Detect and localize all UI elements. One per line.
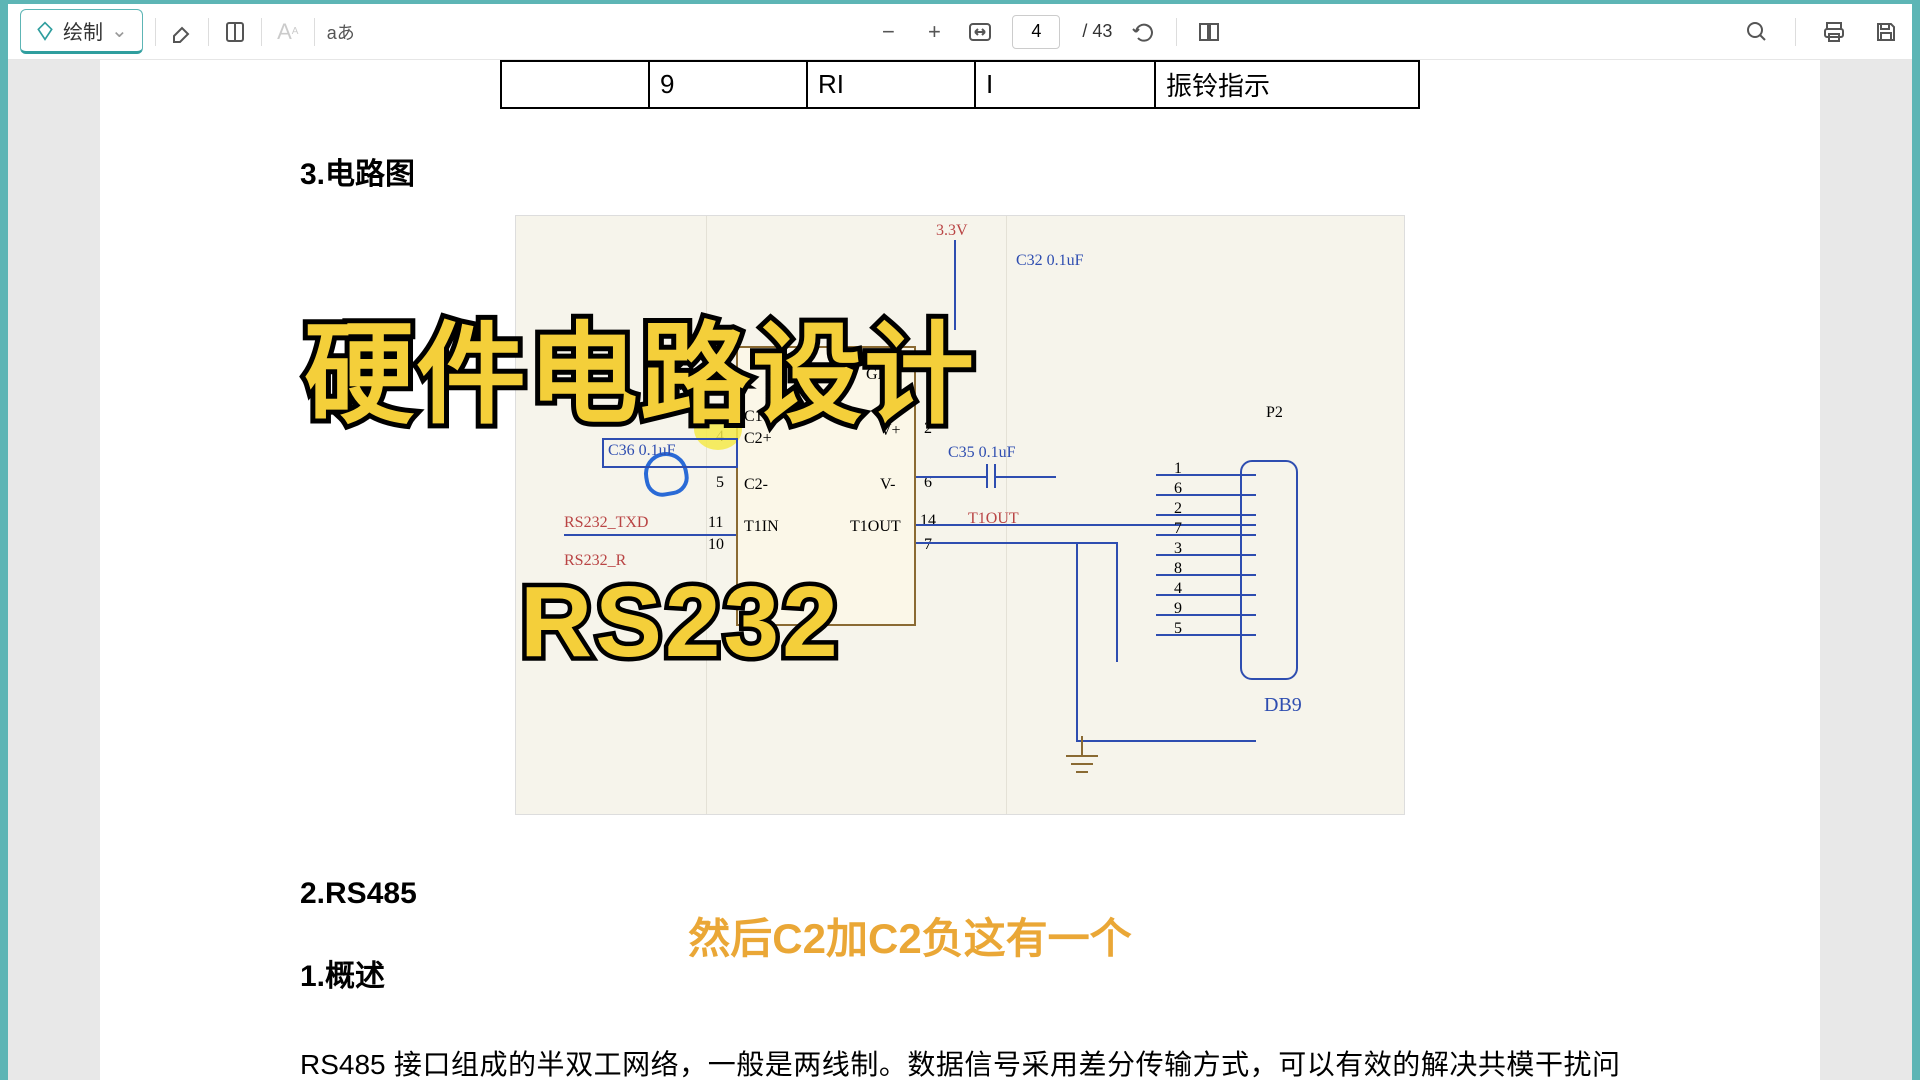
layout-icon[interactable] bbox=[1195, 18, 1223, 46]
pin-t1out: T1OUT bbox=[850, 518, 901, 536]
overlay-subtitle: RS232 bbox=[520, 565, 841, 680]
separator bbox=[1795, 18, 1796, 46]
rotate-icon[interactable] bbox=[1130, 18, 1158, 46]
page-viewport[interactable]: 9 RI I 振铃指示 3.电路图 3.3V C32 bbox=[100, 60, 1820, 1080]
page-number-input[interactable] bbox=[1012, 15, 1060, 49]
db9-pin: 4 bbox=[1174, 580, 1182, 598]
table-row: 9 RI I 振铃指示 bbox=[501, 61, 1419, 108]
eraser-icon[interactable] bbox=[168, 18, 196, 46]
cell: I bbox=[975, 61, 1155, 108]
document-page: 9 RI I 振铃指示 3.电路图 3.3V C32 bbox=[100, 60, 1820, 1080]
draw-label: 绘制 bbox=[63, 16, 103, 45]
save-icon[interactable] bbox=[1872, 18, 1900, 46]
net-txd: RS232_TXD bbox=[564, 514, 648, 532]
db9-connector bbox=[1240, 460, 1298, 680]
separator bbox=[155, 18, 156, 46]
pin-num: 5 bbox=[716, 474, 724, 492]
db9-pin: 8 bbox=[1174, 560, 1182, 578]
left-margin bbox=[8, 60, 100, 1080]
db9-pin: 3 bbox=[1174, 540, 1182, 558]
reader-icon[interactable] bbox=[221, 18, 249, 46]
pin-vm: V- bbox=[880, 476, 895, 494]
separator bbox=[1176, 18, 1177, 46]
net-vcc: 3.3V bbox=[936, 222, 968, 240]
text-size-icon[interactable]: AA bbox=[274, 18, 302, 46]
separator bbox=[261, 18, 262, 46]
zoom-in-button[interactable]: + bbox=[920, 18, 948, 46]
overlay-title: 硬件电路设计 bbox=[304, 285, 976, 445]
db9-pin: 5 bbox=[1174, 620, 1182, 638]
translate-icon[interactable]: aあ bbox=[327, 18, 355, 46]
pin-num: 10 bbox=[708, 536, 724, 554]
body-paragraph: RS485 接口组成的半双工网络，一般是两线制。数据信号采用差分传输方式，可以有… bbox=[300, 1041, 1620, 1080]
pin-c2m: C2- bbox=[744, 476, 768, 494]
cell: 振铃指示 bbox=[1155, 61, 1419, 108]
chevron-down-icon: ⌄ bbox=[111, 18, 128, 43]
cell bbox=[501, 61, 649, 108]
cap-c35: C35 0.1uF bbox=[948, 444, 1016, 462]
pin-t1in: T1IN bbox=[744, 518, 779, 536]
separator bbox=[314, 18, 315, 46]
fit-width-icon[interactable] bbox=[966, 18, 994, 46]
zoom-out-button[interactable]: − bbox=[874, 18, 902, 46]
pin-num: 7 bbox=[924, 536, 932, 554]
right-margin bbox=[1820, 60, 1912, 1080]
separator bbox=[208, 18, 209, 46]
draw-mode-button[interactable]: 绘制 ⌄ bbox=[20, 9, 143, 54]
cell: RI bbox=[807, 61, 975, 108]
video-subtitle: 然后C2加C2负这有一个 bbox=[560, 905, 1260, 966]
ground-symbol bbox=[1062, 736, 1102, 786]
cap-c32: C32 0.1uF bbox=[1016, 252, 1084, 270]
db9-pin: 9 bbox=[1174, 600, 1182, 618]
db9-label: DB9 bbox=[1264, 694, 1302, 717]
db9-pin: 2 bbox=[1174, 500, 1182, 518]
content-area: 9 RI I 振铃指示 3.电路图 3.3V C32 bbox=[8, 60, 1912, 1080]
db9-pin: 6 bbox=[1174, 480, 1182, 498]
page-total: / 43 bbox=[1082, 21, 1112, 42]
pin-table-fragment: 9 RI I 振铃指示 bbox=[500, 60, 1420, 109]
heading-overview: 1.概述 bbox=[300, 951, 385, 995]
print-icon[interactable] bbox=[1820, 18, 1848, 46]
db9-pin: 1 bbox=[1174, 460, 1182, 478]
heading-circuit: 3.电路图 bbox=[300, 149, 1620, 193]
cell: 9 bbox=[649, 61, 807, 108]
pen-icon bbox=[35, 21, 55, 41]
pin-num: 14 bbox=[920, 512, 936, 530]
pin-num: 11 bbox=[708, 514, 723, 532]
toolbar: 绘制 ⌄ AA aあ − + / 43 bbox=[8, 4, 1912, 60]
search-icon[interactable] bbox=[1743, 18, 1771, 46]
app-frame: 绘制 ⌄ AA aあ − + / 43 bbox=[8, 0, 1912, 1080]
connector-label-p2: P2 bbox=[1266, 404, 1283, 422]
db9-pin: 7 bbox=[1174, 520, 1182, 538]
